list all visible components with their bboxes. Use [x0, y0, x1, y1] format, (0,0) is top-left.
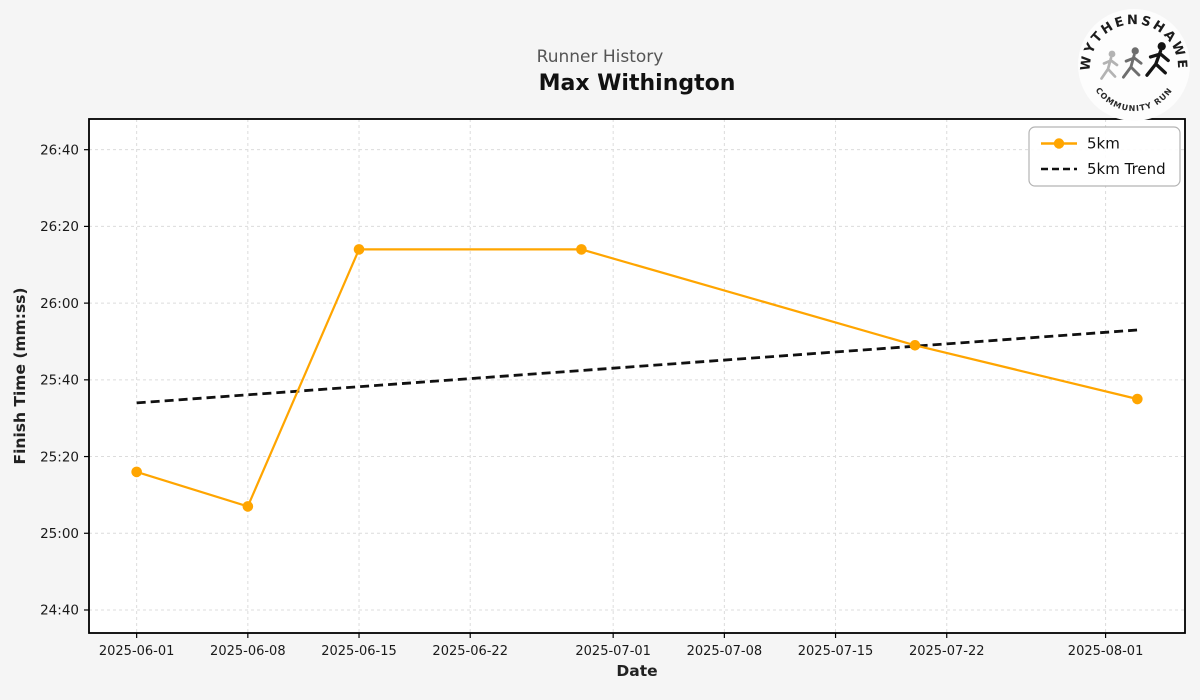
runner-icon — [1121, 47, 1143, 79]
y-tick-label: 25:40 — [40, 373, 79, 389]
y-tick-label: 25:20 — [40, 449, 79, 465]
x-tick-label: 2025-07-15 — [798, 644, 874, 659]
y-tick-label: 26:40 — [40, 142, 79, 158]
y-tick-label: 26:00 — [40, 296, 79, 312]
runner-icon — [1100, 50, 1119, 80]
legend: 5km 5km Trend — [1028, 126, 1181, 187]
data-point-marker — [576, 244, 587, 255]
x-tick-label: 2025-06-08 — [210, 644, 286, 659]
x-tick-label: 2025-06-15 — [321, 644, 397, 659]
chart-subtitle: Runner History — [536, 47, 664, 67]
x-tick-label: 2025-08-01 — [1068, 644, 1144, 659]
legend-label: 5km — [1087, 135, 1120, 153]
data-point-marker — [1132, 393, 1143, 405]
x-tick-label: 2025-07-08 — [687, 644, 763, 659]
y-tick-label: 26:20 — [40, 219, 79, 235]
data-point-marker — [131, 466, 142, 478]
chart-title: Max Withington — [538, 71, 736, 96]
series-line-5km — [136, 248, 1138, 508]
x-axis-label: Date — [616, 662, 657, 680]
plot-border — [88, 118, 1186, 634]
gridlines — [89, 119, 1185, 633]
x-tick-label: 2025-07-22 — [909, 644, 985, 659]
x-tick-label: 2025-06-01 — [99, 644, 175, 659]
logo-circle — [1078, 9, 1190, 121]
x-tick-label: 2025-07-01 — [575, 644, 651, 659]
axis-ticks: 2025-06-01 2025-06-08 2025-06-15 2025-06-22… — [40, 142, 1143, 659]
y-tick-label: 24:40 — [40, 603, 79, 619]
data-point-marker — [909, 340, 921, 351]
y-tick-label: 25:00 — [40, 526, 79, 542]
x-tick-label: 2025-06-22 — [432, 644, 508, 659]
y-axis-label: Finish Time (mm:ss) — [11, 288, 29, 465]
wythenshawe-logo: WYTHENSHAWE COMMUNITY RUN — [1078, 9, 1190, 121]
legend-label: 5km Trend — [1087, 160, 1166, 178]
plot-area — [89, 119, 1185, 633]
data-point-marker — [242, 501, 254, 512]
data-point-marker — [353, 244, 365, 255]
runner-icon — [1145, 42, 1170, 77]
